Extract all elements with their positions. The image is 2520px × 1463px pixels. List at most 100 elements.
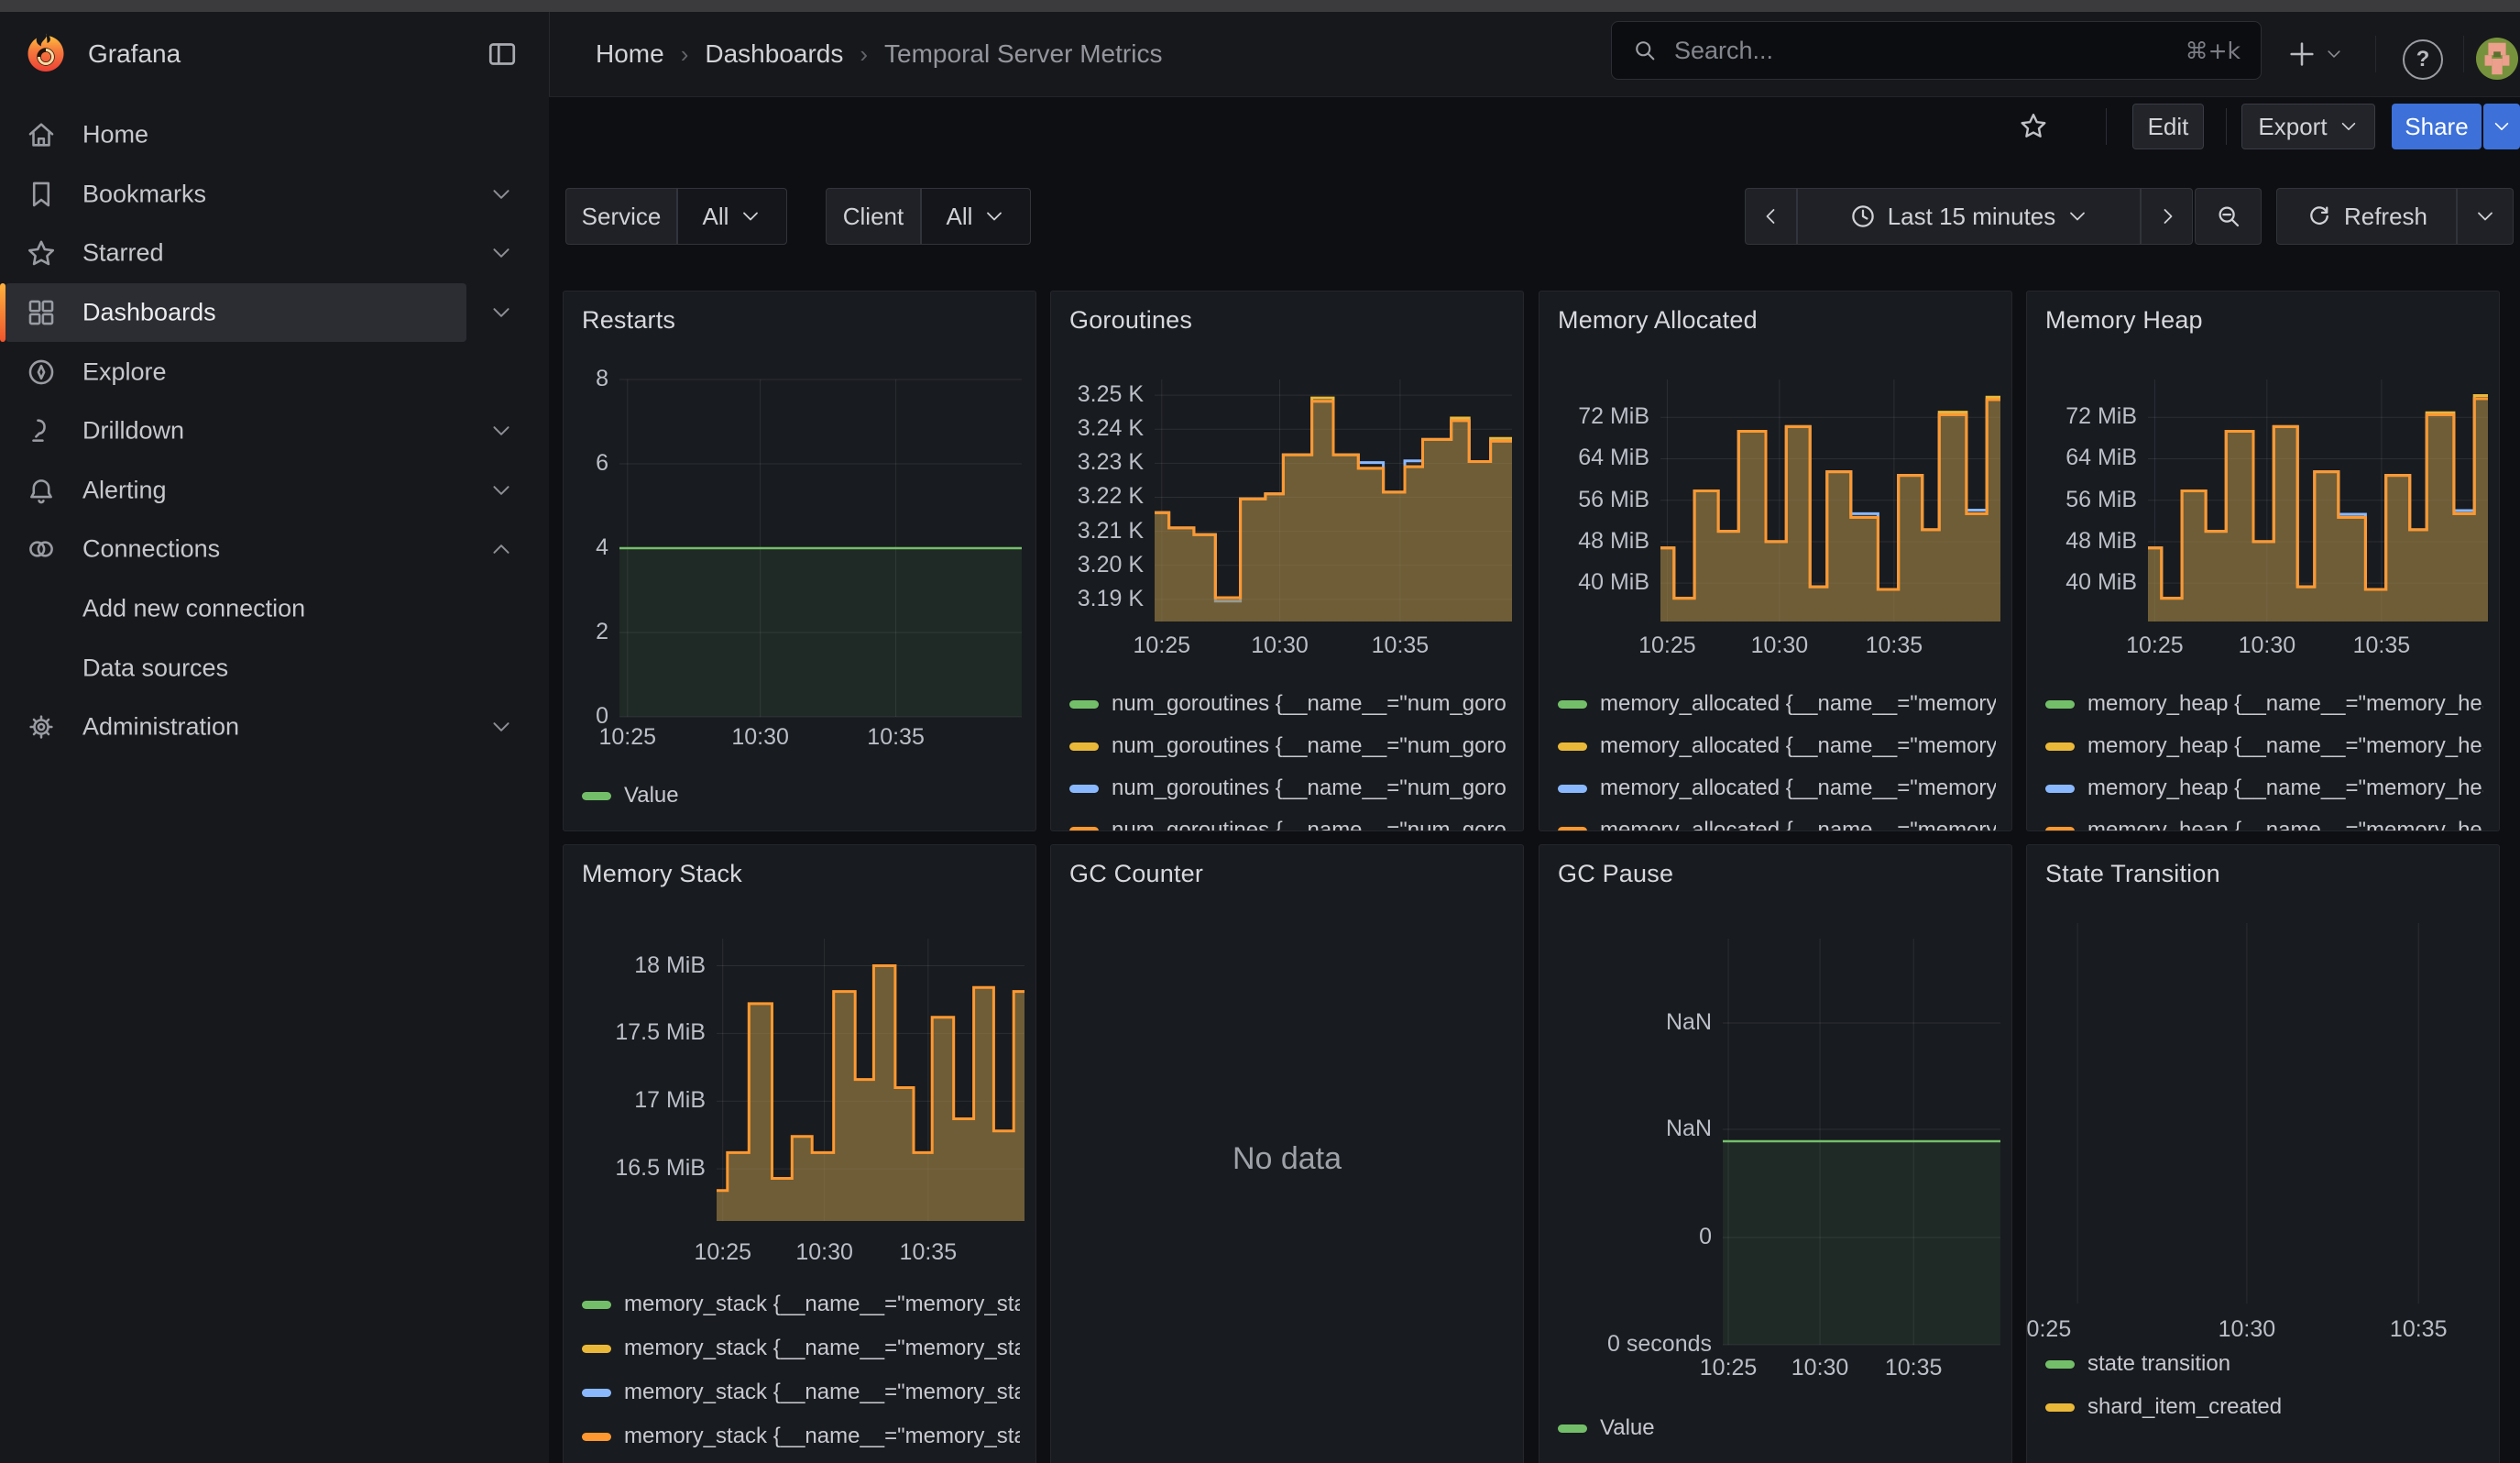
chevron-down-icon: [983, 205, 1005, 227]
legend-item[interactable]: shard_item_created: [2045, 1394, 2282, 1420]
chart-canvas[interactable]: [564, 292, 1036, 831]
user-avatar[interactable]: [2476, 38, 2518, 80]
legend-item[interactable]: Value: [1558, 1415, 1655, 1441]
edit-button[interactable]: Edit: [2132, 104, 2204, 149]
y-tick-label: 72 MiB: [1578, 403, 1649, 430]
sidebar-item-dashboards[interactable]: Dashboards: [0, 282, 509, 343]
sidebar-item-bookmarks[interactable]: Bookmarks: [5, 165, 509, 225]
grafana-logo-icon[interactable]: [24, 32, 68, 76]
y-tick-label: 17.5 MiB: [615, 1019, 706, 1046]
panel-title[interactable]: Memory Stack: [582, 860, 742, 887]
x-tick-label: 10:30: [1251, 632, 1309, 658]
legend-item[interactable]: memory_heap {__name__="memory_heap"}: [2045, 818, 2483, 830]
panel-goroutines: Goroutines 3.25 K 3.24 K 3.23 K 3.22 K 3.21 K…: [1050, 291, 1524, 831]
sidebar-item-drilldown[interactable]: Drilldown: [5, 402, 509, 461]
y-tick-label: 16.5 MiB: [615, 1155, 706, 1182]
panel-title[interactable]: GC Counter: [1069, 860, 1204, 887]
legend-item[interactable]: memory_stack {__name__="memory_stack"}: [582, 1424, 1020, 1449]
y-tick-label: 40 MiB: [2065, 569, 2137, 596]
sidebar-item-data-sources[interactable]: Data sources: [5, 638, 466, 698]
legend-label: memory_heap {__name__="memory_heap"}: [2087, 776, 2483, 800]
chart-canvas[interactable]: [1051, 292, 1524, 831]
search-field[interactable]: [1672, 35, 2171, 66]
legend-item[interactable]: num_goroutines {__name__="num_goroutines…: [1069, 733, 1507, 759]
refresh-interval-caret[interactable]: [2457, 188, 2514, 245]
zoom-out-icon: [2215, 203, 2242, 230]
panel-title[interactable]: Restarts: [582, 306, 676, 334]
share-button[interactable]: Share: [2392, 104, 2482, 149]
zoom-out-button[interactable]: [2195, 188, 2262, 245]
y-tick-label: 64 MiB: [2065, 445, 2137, 471]
chevron-down-icon: [2339, 116, 2359, 137]
sidebar-menu: Home Bookmarks Starred Dashboards Explore Dri…: [0, 96, 549, 1463]
sidebar-item-add-new-connection[interactable]: Add new connection: [5, 579, 466, 639]
sidebar-item-label: Dashboards: [82, 298, 216, 326]
refresh-button[interactable]: Refresh: [2276, 188, 2457, 245]
sidebar-toggle-icon[interactable]: [484, 36, 520, 72]
sidebar-item-explore[interactable]: Explore: [5, 342, 466, 402]
legend-item[interactable]: memory_stack {__name__="memory_stack"}: [582, 1292, 1020, 1317]
legend-item[interactable]: num_goroutines {__name__="num_goroutines…: [1069, 776, 1507, 801]
chevron-down-icon: [2492, 116, 2512, 137]
legend-item[interactable]: memory_stack {__name__="memory_stack"}: [582, 1380, 1020, 1405]
series-line-orange: [717, 964, 1024, 1193]
legend-item[interactable]: num_goroutines {__name__="num_goroutines…: [1069, 691, 1507, 717]
legend-item[interactable]: Value: [582, 783, 679, 808]
time-back-button[interactable]: [1745, 188, 1797, 245]
panel-title[interactable]: Memory Allocated: [1558, 306, 1758, 334]
x-tick-label: 10:35: [2352, 632, 2411, 658]
time-range-picker[interactable]: Last 15 minutes: [1797, 188, 2141, 245]
breadcrumb-dashboards[interactable]: Dashboards: [705, 39, 844, 68]
legend-item[interactable]: num_goroutines {__name__="num_goroutines…: [1069, 818, 1507, 830]
client-filter-value[interactable]: All: [921, 188, 1031, 245]
breadcrumb-separator: ›: [680, 39, 689, 68]
legend-item[interactable]: memory_allocated {__name__="memory_alloc…: [1558, 776, 1996, 801]
chart-canvas[interactable]: [564, 845, 1036, 1463]
legend-item[interactable]: memory_allocated {__name__="memory_alloc…: [1558, 691, 1996, 717]
sidebar-item-home[interactable]: Home: [5, 105, 466, 165]
toolbar-divider: [2226, 108, 2227, 145]
chart-canvas[interactable]: [1539, 845, 2012, 1463]
x-tick-label: 10:35: [1884, 1355, 1943, 1380]
panel-title[interactable]: GC Pause: [1558, 860, 1674, 887]
legend-item[interactable]: state transition: [2045, 1351, 2230, 1377]
chevron-up-icon: [489, 537, 513, 561]
favorite-star-icon[interactable]: [2012, 104, 2054, 147]
sidebar-item-label: Administration: [82, 712, 240, 741]
chart-canvas[interactable]: [2027, 292, 2500, 831]
x-tick-label: 10:25: [2126, 632, 2184, 658]
sidebar-item-starred[interactable]: Starred: [5, 224, 509, 283]
panel-title[interactable]: Goroutines: [1069, 306, 1193, 334]
sidebar-item-alerting[interactable]: Alerting: [5, 461, 509, 521]
legend-item[interactable]: memory_heap {__name__="memory_heap"}: [2045, 776, 2483, 801]
sidebar-item-administration[interactable]: Administration: [5, 698, 509, 757]
panel-title[interactable]: State Transition: [2045, 860, 2220, 887]
y-tick-label: 3.22 K: [1077, 483, 1144, 510]
service-filter-value[interactable]: All: [677, 188, 787, 245]
export-button[interactable]: Export: [2241, 104, 2375, 149]
legend-item[interactable]: memory_allocated {__name__="memory_alloc…: [1558, 818, 1996, 830]
y-tick-label: NaN: [1665, 1009, 1712, 1035]
time-forward-button[interactable]: [2141, 188, 2193, 245]
legend-item[interactable]: memory_stack {__name__="memory_stack"}: [582, 1336, 1020, 1361]
panel-title[interactable]: Memory Heap: [2045, 306, 2203, 334]
breadcrumb-home[interactable]: Home: [596, 39, 664, 68]
add-new-button[interactable]: [2286, 32, 2343, 76]
panel-gc-counter: GC Counter No data: [1050, 844, 1524, 1463]
legend-item[interactable]: memory_heap {__name__="memory_heap"}: [2045, 733, 2483, 759]
chevron-down-icon: [2325, 45, 2343, 63]
search-input[interactable]: ⌘+k: [1611, 21, 2262, 80]
legend-item[interactable]: memory_heap {__name__="memory_heap"}: [2045, 691, 2483, 717]
legend-item[interactable]: memory_allocated {__name__="memory_alloc…: [1558, 733, 1996, 759]
breadcrumb-current-page: Temporal Server Metrics: [884, 39, 1163, 68]
chart-canvas[interactable]: [1539, 292, 2012, 831]
chart-canvas[interactable]: [2027, 845, 2500, 1463]
legend-label: memory_allocated {__name__="memory_alloc…: [1600, 691, 1996, 716]
share-options-caret[interactable]: [2483, 104, 2520, 149]
y-tick-label: 17 MiB: [634, 1087, 706, 1114]
y-tick-label: 18 MiB: [634, 952, 706, 978]
sidebar-item-connections[interactable]: Connections: [5, 520, 509, 579]
chevron-down-icon: [489, 241, 513, 265]
help-icon[interactable]: [2403, 39, 2443, 80]
chevron-down-icon: [2474, 205, 2496, 227]
